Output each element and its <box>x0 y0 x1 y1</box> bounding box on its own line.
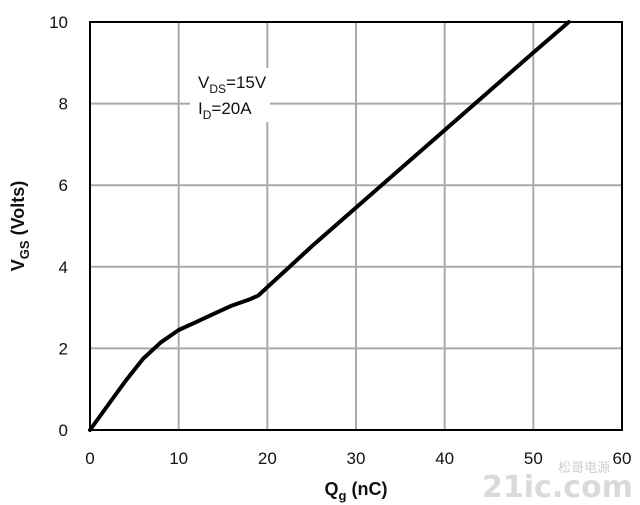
x-axis-label-sub: g <box>339 488 347 503</box>
y-axis-label-rest: (Volts) <box>8 181 28 241</box>
y-tick-label: 2 <box>59 339 68 358</box>
x-tick-label: 30 <box>347 449 366 468</box>
y-tick-label: 6 <box>59 176 68 195</box>
watermark: 21ic.com 松哥电源 <box>482 461 633 505</box>
annotation-background <box>190 68 270 122</box>
x-axis-label-main: Q <box>325 479 339 499</box>
x-axis-label-rest: (nC) <box>346 479 387 499</box>
y-tick-label: 4 <box>59 258 68 277</box>
annotation-id-sub: D <box>203 108 212 122</box>
x-tick-label: 60 <box>613 449 632 468</box>
y-axis-label: VGS (Volts) <box>8 181 32 271</box>
annotation-id: ID=20A <box>198 99 252 122</box>
annotation-vds-sub: DS <box>209 82 226 96</box>
y-axis-label-sub: GS <box>17 240 32 259</box>
x-tick-label: 50 <box>524 449 543 468</box>
y-axis-label-main: V <box>8 259 28 271</box>
annotation-vds-main: V <box>198 73 210 92</box>
x-tick-labels: 0 10 20 30 40 50 60 <box>85 449 631 468</box>
watermark-text: 松哥电源 <box>558 461 610 476</box>
watermark-site: 21ic.com <box>482 470 633 505</box>
grid-lines <box>90 22 622 430</box>
annotation-id-main: I <box>198 99 203 118</box>
y-tick-label: 10 <box>49 13 68 32</box>
y-tick-label: 0 <box>59 421 68 440</box>
y-tick-label: 8 <box>59 95 68 114</box>
x-tick-label: 20 <box>258 449 277 468</box>
y-tick-labels: 0 2 4 6 8 10 <box>49 13 68 440</box>
x-tick-label: 10 <box>169 449 188 468</box>
annotation-vds-rest: =15V <box>226 73 267 92</box>
x-tick-label: 0 <box>85 449 94 468</box>
gate-charge-curve <box>88 20 571 432</box>
x-axis-label: Qg (nC) <box>325 479 388 503</box>
annotation-id-rest: =20A <box>211 99 252 118</box>
plot-area-frame <box>89 21 623 431</box>
annotation-vds: VDS=15V <box>198 73 267 96</box>
x-tick-label: 40 <box>435 449 454 468</box>
